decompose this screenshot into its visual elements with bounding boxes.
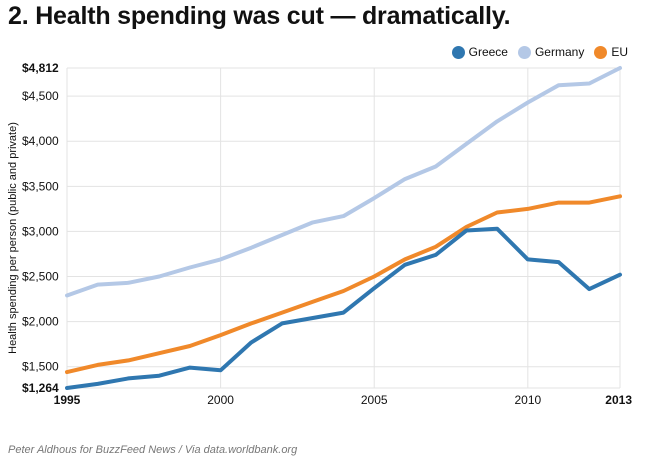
x-tick-label: 2000	[207, 393, 234, 407]
chart-title: 2. Health spending was cut — dramaticall…	[8, 2, 511, 30]
legend-label-eu: EU	[611, 45, 628, 59]
source-credit: Peter Aldhous for BuzzFeed News / Via da…	[8, 444, 298, 456]
y-tick-label: $2,500	[22, 270, 59, 284]
series-line-germany	[65, 66, 622, 298]
legend: Greece Germany EU	[451, 45, 628, 59]
y-tick-label: $3,000	[22, 224, 59, 238]
y-tick-label: $4,812	[22, 61, 59, 75]
y-tick-label: $1,500	[22, 360, 59, 374]
y-tick-label: $4,000	[22, 134, 59, 148]
series-line-greece	[65, 226, 622, 390]
legend-swatch-greece	[451, 45, 465, 59]
legend-item-eu: EU	[594, 45, 628, 59]
series-line-eu	[65, 194, 622, 375]
x-tick-label: 2005	[361, 393, 388, 407]
y-tick-label: $2,000	[22, 315, 59, 329]
legend-label-greece: Greece	[468, 45, 508, 59]
legend-label-germany: Germany	[534, 45, 585, 59]
y-tick-label: $4,500	[22, 89, 59, 103]
y-tick-label: $1,264	[22, 381, 59, 395]
x-tick-label: 2010	[514, 393, 541, 407]
legend-swatch-germany	[517, 45, 531, 59]
x-tick-label: 1995	[54, 393, 81, 407]
y-axis-label: Health spending per person (public and p…	[7, 122, 19, 354]
x-tick-label: 2013	[605, 393, 632, 407]
y-tick-label: $3,500	[22, 179, 59, 193]
legend-item-germany: Germany	[517, 45, 585, 59]
legend-swatch-eu	[594, 45, 608, 59]
legend-item-greece: Greece	[451, 45, 508, 59]
